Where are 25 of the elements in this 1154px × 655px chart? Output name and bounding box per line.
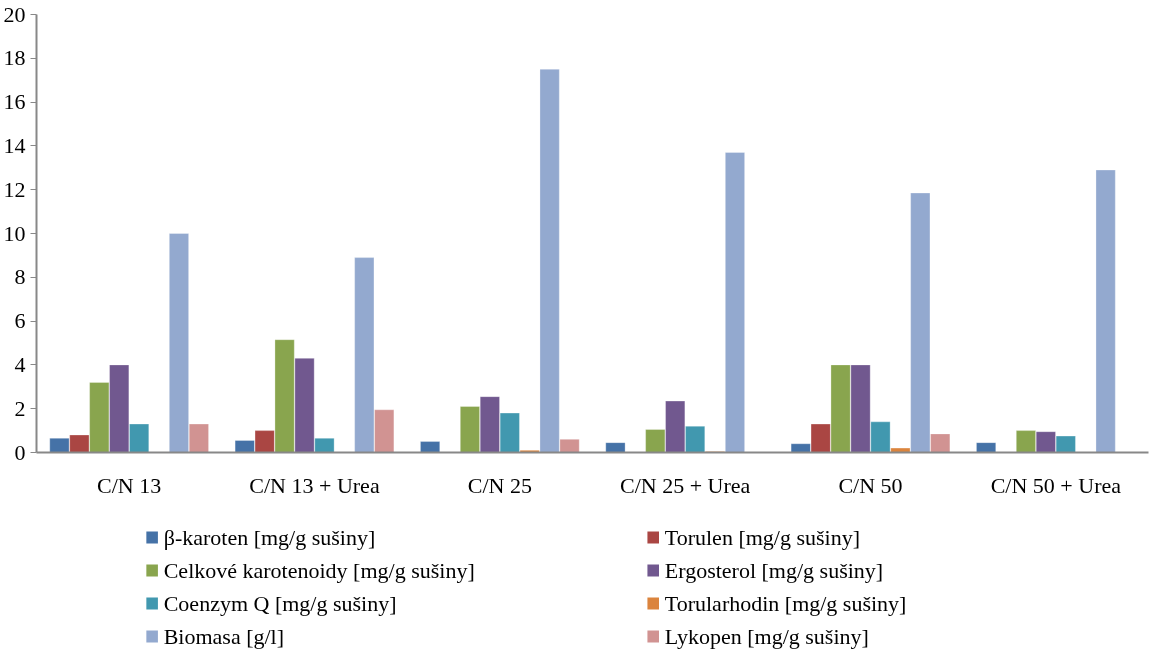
legend-label: Lykopen [mg/g sušiny]	[664, 624, 869, 649]
y-tick-label: 8	[14, 264, 26, 290]
y-tick-label: 2	[14, 395, 26, 421]
x-tick-label: C/N 50 + Urea	[990, 472, 1122, 498]
y-tick-label: 20	[3, 1, 26, 27]
legend-label: Biomasa [g/l]	[163, 624, 285, 649]
y-tick-label: 12	[3, 176, 26, 202]
x-tick-label: C/N 50	[838, 472, 903, 498]
y-tick-label: 18	[3, 45, 26, 71]
x-tick-label: C/N 13	[97, 472, 162, 498]
y-tick-label: 16	[3, 89, 26, 115]
y-tick-label: 10	[3, 220, 26, 246]
y-tick-label: 6	[14, 308, 26, 334]
legend-label: Coenzym Q [mg/g sušiny]	[163, 591, 397, 616]
legend-label: Ergosterol [mg/g sušiny]	[664, 558, 884, 583]
y-tick-label: 0	[14, 439, 26, 465]
legend-label: Torulen [mg/g sušiny]	[664, 525, 860, 550]
legend-label: Celkové karotenoidy [mg/g sušiny]	[163, 558, 475, 583]
y-tick-label: 14	[3, 132, 26, 158]
y-tick-label: 4	[14, 351, 26, 377]
x-tick-label: C/N 25 + Urea	[620, 472, 751, 498]
legend-label: Torularhodin [mg/g sušiny]	[664, 591, 907, 616]
x-tick-label: C/N 13 + Urea	[249, 472, 380, 498]
x-tick-label: C/N 25	[467, 472, 532, 498]
legend-label: β-karoten [mg/g sušiny]	[163, 525, 376, 550]
